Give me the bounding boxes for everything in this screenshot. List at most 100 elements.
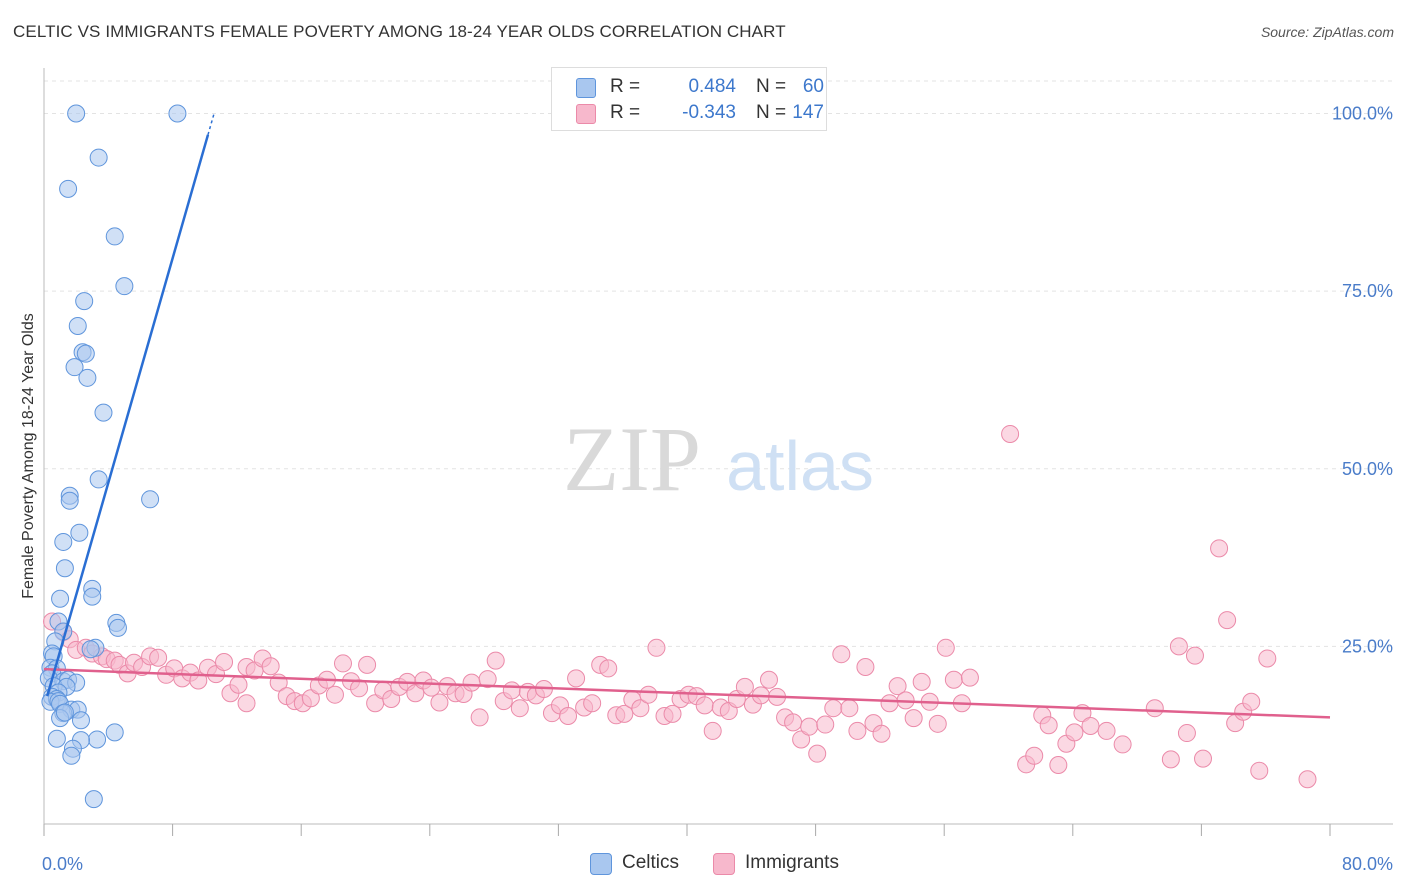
legend-r-label: R = bbox=[610, 76, 641, 97]
celtics-trend-line bbox=[46, 134, 210, 697]
immigrants-point bbox=[808, 744, 827, 763]
immigrants-point bbox=[1113, 735, 1132, 754]
immigrants-point bbox=[703, 721, 722, 740]
celtics-point bbox=[54, 532, 73, 551]
y-tick-label: 100.0% bbox=[1332, 104, 1393, 124]
celtics-point bbox=[76, 344, 95, 363]
immigrants-point bbox=[800, 717, 819, 736]
immigrants-point bbox=[840, 699, 859, 718]
immigrants-point bbox=[647, 638, 666, 657]
celtics-trend-extension bbox=[207, 112, 216, 136]
immigrants-point bbox=[1169, 637, 1188, 656]
celtics-point bbox=[105, 723, 124, 742]
immigrants-point bbox=[1242, 692, 1261, 711]
celtics-point bbox=[89, 148, 108, 167]
legend-n-label: N = bbox=[756, 76, 787, 97]
immigrants-point bbox=[430, 693, 449, 712]
celtics-point bbox=[168, 104, 187, 123]
x-tick-label: 80.0% bbox=[1342, 854, 1393, 874]
immigrants-point bbox=[261, 657, 280, 676]
immigrants-point bbox=[832, 645, 851, 664]
celtics-point bbox=[75, 292, 94, 311]
correlation-legend: R = 0.484 N = 60 R = -0.343 N = 147 bbox=[551, 67, 827, 131]
celtics-point bbox=[83, 587, 102, 606]
immigrants-point bbox=[960, 668, 979, 687]
immigrants-point bbox=[1298, 770, 1317, 789]
grid-lines bbox=[44, 80, 1393, 647]
celtics-point bbox=[141, 490, 160, 509]
immigrants-point bbox=[510, 699, 529, 718]
celtics-point bbox=[105, 227, 124, 246]
celtics-point bbox=[71, 711, 90, 730]
celtics-point bbox=[62, 746, 81, 765]
immigrants-point bbox=[784, 713, 803, 732]
x-tick-label: 0.0% bbox=[42, 854, 83, 874]
immigrants-point bbox=[1218, 611, 1237, 630]
immigrants-point bbox=[462, 673, 481, 692]
immigrants-point bbox=[1177, 724, 1196, 743]
legend-r-value: 0.484 bbox=[688, 76, 736, 97]
legend-n-value: 147 bbox=[792, 102, 824, 123]
chart-title: CELTIC VS IMMIGRANTS FEMALE POVERTY AMON… bbox=[13, 22, 786, 41]
immigrants-point bbox=[848, 721, 867, 740]
immigrants-point bbox=[1145, 699, 1164, 718]
immigrants-point bbox=[406, 684, 425, 703]
immigrants-point bbox=[599, 659, 618, 678]
immigrants-point bbox=[502, 681, 521, 700]
immigrants-point bbox=[215, 653, 234, 672]
celtics-point bbox=[94, 403, 113, 422]
immigrants-point bbox=[1025, 746, 1044, 765]
immigrants-point bbox=[559, 707, 578, 726]
immigrants-point bbox=[663, 704, 682, 723]
immigrants-point bbox=[615, 704, 634, 723]
immigrants-point bbox=[816, 715, 835, 734]
immigrants-point bbox=[358, 655, 377, 674]
legend-n-label: N = bbox=[756, 102, 787, 123]
celtics-point bbox=[78, 368, 97, 387]
immigrants-point bbox=[944, 670, 963, 689]
celtics-point bbox=[88, 730, 107, 749]
immigrants-point bbox=[1097, 721, 1116, 740]
trend-lines bbox=[43, 112, 1331, 719]
immigrants-point bbox=[333, 654, 352, 673]
watermark-zip: ZIP bbox=[563, 408, 701, 510]
immigrants-trend-line bbox=[43, 667, 1331, 719]
celtics-point bbox=[65, 358, 84, 377]
immigrants-point bbox=[856, 657, 875, 676]
celtics-point bbox=[84, 790, 103, 809]
legend-label-immigrants: Immigrants bbox=[745, 852, 839, 873]
immigrants-point bbox=[928, 714, 947, 733]
source-label: Source: ZipAtlas.com bbox=[1260, 24, 1394, 40]
legend-label-celtics: Celtics bbox=[622, 852, 680, 873]
immigrants-point bbox=[149, 648, 168, 667]
legend-swatch-celtics bbox=[590, 853, 612, 875]
y-tick-label: 75.0% bbox=[1342, 281, 1393, 301]
celtics-point bbox=[51, 589, 70, 608]
watermark-atlas: atlas bbox=[726, 427, 874, 505]
immigrants-point bbox=[1081, 716, 1100, 735]
immigrants-point bbox=[1250, 761, 1269, 780]
immigrants-point bbox=[422, 678, 441, 697]
immigrants-point bbox=[1065, 723, 1084, 742]
immigrants-point bbox=[912, 672, 931, 691]
immigrants-point bbox=[1194, 749, 1213, 768]
immigrants-point bbox=[1185, 646, 1204, 665]
immigrants-point bbox=[237, 694, 256, 713]
celtics-point bbox=[55, 559, 74, 578]
celtics-point bbox=[59, 179, 78, 198]
legend-r-value: -0.343 bbox=[682, 102, 736, 123]
legend-n-value: 60 bbox=[802, 76, 824, 97]
immigrants-point bbox=[824, 699, 843, 718]
immigrants-point bbox=[567, 669, 586, 688]
immigrants-point bbox=[1258, 649, 1277, 668]
immigrants-point bbox=[470, 708, 489, 727]
legend-swatch-immigrants bbox=[713, 853, 735, 875]
tick-labels: 25.0% 50.0% 75.0% 100.0% 0.0% 80.0% bbox=[42, 104, 1393, 874]
immigrants-point bbox=[639, 685, 658, 704]
immigrants-point bbox=[631, 699, 650, 718]
immigrants-point bbox=[792, 730, 811, 749]
y-tick-label: 25.0% bbox=[1342, 636, 1393, 656]
celtics-point bbox=[108, 618, 127, 637]
immigrants-point bbox=[583, 694, 602, 713]
immigrants-point bbox=[1210, 539, 1229, 558]
